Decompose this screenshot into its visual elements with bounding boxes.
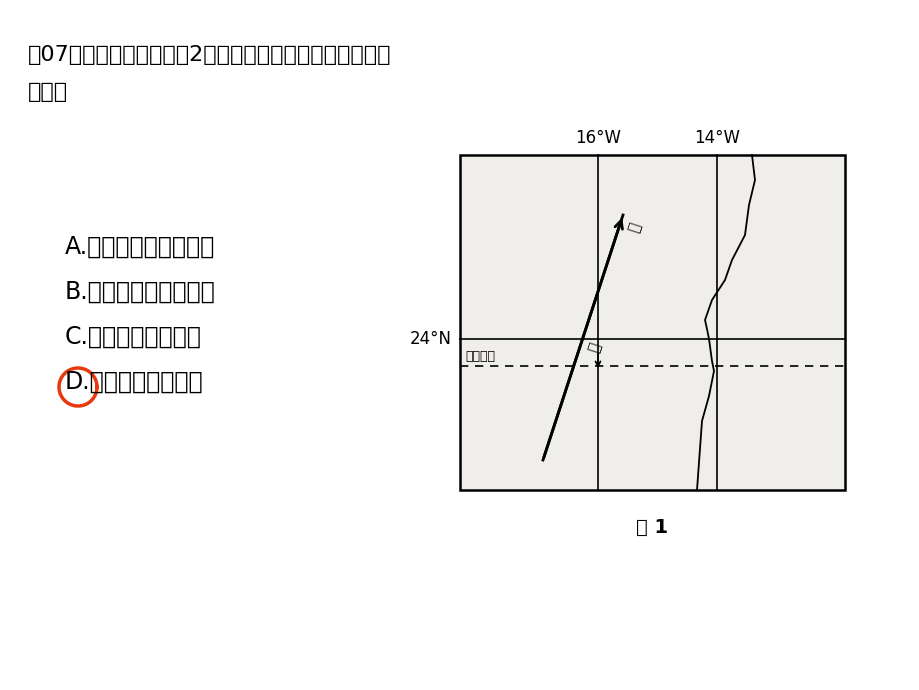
Text: 16°W: 16°W — [574, 129, 620, 147]
Text: 14°W: 14°W — [693, 129, 739, 147]
Text: B.　降低了干、热程度: B. 降低了干、热程度 — [65, 280, 216, 304]
Text: 流: 流 — [585, 341, 603, 354]
Text: D.　加剧了干燥状况: D. 加剧了干燥状况 — [65, 370, 203, 394]
Text: A.　增加了湿、热程度: A. 增加了湿、热程度 — [65, 235, 215, 259]
Text: C.　减轻了寒冷状况: C. 减轻了寒冷状况 — [65, 325, 201, 349]
Bar — [460, 155, 844, 490]
Text: （07宁夏文科综合）（第2题）图中洋流对相邻陆地环境的: （07宁夏文科综合）（第2题）图中洋流对相邻陆地环境的 — [28, 45, 391, 65]
Text: 影响是: 影响是 — [28, 82, 68, 102]
Text: 洋: 洋 — [626, 220, 643, 234]
Text: 北回归线: 北回归线 — [464, 350, 494, 363]
Text: 图 1: 图 1 — [636, 518, 668, 537]
Text: 24°N: 24°N — [410, 330, 451, 348]
